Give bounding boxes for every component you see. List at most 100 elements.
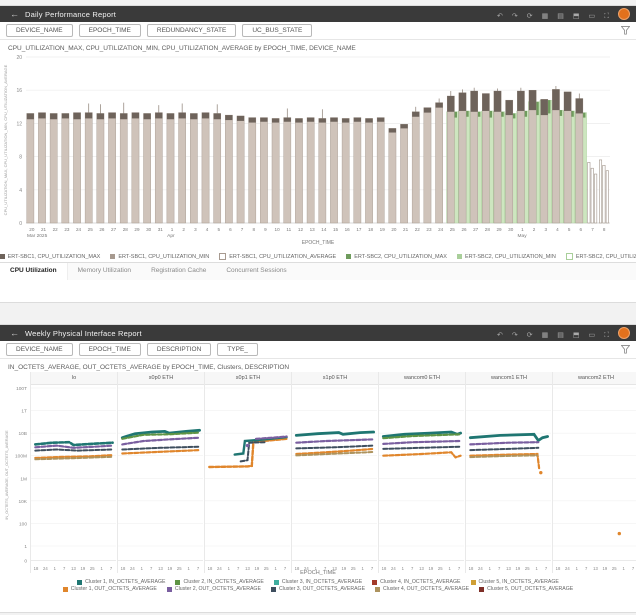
user-avatar[interactable]	[618, 8, 630, 20]
legend-item[interactable]: ERT-SBC1, CPU_UTILIZATION_MIN	[110, 254, 209, 260]
svg-text:24: 24	[76, 227, 82, 232]
filter-funnel-icon[interactable]	[621, 26, 630, 35]
p2-filter-chip-description[interactable]: DESCRIPTION	[146, 343, 212, 356]
trellis-panel-lo[interactable]: lo 18 24 1 7 13 19 25 1 7	[30, 372, 117, 573]
legend-swatch	[0, 254, 5, 259]
trellis-plot[interactable]: 18 24 1 7 13 19 25 1 7	[379, 385, 464, 573]
p1-filter-chip-uc_bus_state[interactable]: UC_BUS_STATE	[242, 24, 313, 37]
svg-text:16: 16	[16, 88, 22, 94]
trellis-column-header: s0p1 ETH	[205, 372, 291, 385]
svg-text:1: 1	[141, 566, 144, 571]
trellis-plot[interactable]: 18 24 1 7 13 19 25 1 7	[31, 385, 116, 573]
legend-item[interactable]: Cluster 4, OUT_OCTETS_AVERAGE	[375, 586, 469, 592]
svg-text:1: 1	[535, 566, 538, 571]
svg-text:24: 24	[565, 566, 570, 571]
svg-text:4: 4	[556, 227, 559, 232]
legend-item[interactable]: Cluster 3, IN_OCTETS_AVERAGE	[273, 579, 362, 585]
expand-icon[interactable]: ⛶	[604, 332, 609, 339]
trellis-panel-wancom2-ETH[interactable]: wancom2 ETH 18 24 1 7 13 19 25 1 7	[552, 372, 636, 573]
p1-filter-chip-redundancy_state[interactable]: REDUNDANCY_STATE	[146, 24, 237, 37]
legend-item[interactable]: ERT-SBC1, CPU_UTILIZATION_MAX	[0, 254, 100, 260]
legend-item[interactable]: Cluster 1, OUT_OCTETS_AVERAGE	[62, 586, 157, 592]
legend-swatch	[346, 254, 352, 259]
svg-text:19: 19	[255, 566, 260, 571]
legend-item-label: ERT-SBC2, CPU_UTILIZATION_MAX	[354, 253, 447, 260]
legend-item[interactable]: ERT-SBC2, CPU_UTILIZATION_MIN	[456, 254, 556, 260]
chart2-x-axis-label: EPOCH_TIME	[300, 570, 336, 576]
legend-swatch	[375, 586, 381, 592]
p2-filter-chip-type_[interactable]: TYPE_	[217, 343, 258, 356]
legend-item[interactable]: Cluster 2, OUT_OCTETS_AVERAGE	[166, 586, 261, 592]
trellis-plot[interactable]: 18 24 1 7 13 19 25 1 7	[466, 385, 551, 573]
legend-item[interactable]: Cluster 2, IN_OCTETS_AVERAGE	[175, 579, 264, 585]
trellis-panel-s0p0-ETH[interactable]: s0p0 ETH 18 24 1 7 13 19 25 1 7	[117, 372, 204, 573]
svg-text:19: 19	[168, 566, 173, 571]
notebook-icon[interactable]: ▤	[557, 332, 564, 339]
svg-text:1: 1	[361, 566, 364, 571]
tab-registration-cache[interactable]: Registration Cache	[151, 267, 207, 274]
tab-memory-utilization[interactable]: Memory Utilization	[77, 267, 132, 274]
tab-concurrent-sessions[interactable]: Concurrent Sessions	[226, 267, 287, 274]
svg-text:7: 7	[284, 566, 287, 571]
p2-filter-chip-epoch_time[interactable]: EPOCH_TIME	[78, 343, 141, 356]
svg-text:1: 1	[576, 566, 579, 571]
svg-text:19: 19	[603, 566, 608, 571]
trellis-plot[interactable]: 18 24 1 7 13 19 25 1 7	[553, 385, 636, 573]
insights-icon[interactable]: ▦	[541, 332, 549, 339]
legend-item[interactable]: Cluster 4, IN_OCTETS_AVERAGE	[372, 579, 461, 585]
svg-text:EPOCH_TIME: EPOCH_TIME	[302, 240, 335, 246]
legend-item[interactable]: Cluster 1, IN_OCTETS_AVERAGE	[77, 579, 165, 585]
tab-cpu-utilization[interactable]: CPU Utilization	[0, 263, 68, 280]
expand-icon[interactable]: ⛶	[604, 13, 609, 20]
svg-text:13: 13	[332, 566, 337, 571]
trellis-panel-s1p0-ETH[interactable]: s1p0 ETH 18 24 1 7 13 19 25 1 7	[291, 372, 378, 573]
refresh-icon[interactable]: ⟳	[526, 13, 533, 20]
undo-icon[interactable]: ↶	[496, 13, 503, 20]
back-icon[interactable]: ←	[10, 328, 19, 338]
legend-item[interactable]: ERT-SBC2, CPU_UTILIZATION_MAX	[346, 254, 447, 260]
undo-icon[interactable]: ↶	[496, 332, 503, 339]
legend-item[interactable]: Cluster 3, OUT_OCTETS_AVERAGE	[270, 586, 365, 592]
svg-text:29: 29	[134, 227, 140, 232]
insights-icon[interactable]: ▦	[541, 13, 549, 20]
export-icon[interactable]: ⬒	[572, 13, 580, 20]
trellis-panel-wancom0-ETH[interactable]: wancom0 ETH 18 24 1 7 13 19 25 1 7	[378, 372, 465, 573]
legend-item[interactable]: Cluster 5, IN_OCTETS_AVERAGE	[470, 579, 559, 585]
back-icon[interactable]: ←	[10, 9, 19, 19]
svg-text:19: 19	[516, 566, 521, 571]
trellis-plot[interactable]: 18 24 1 7 13 19 25 1 7	[205, 385, 290, 573]
svg-text:6: 6	[229, 227, 232, 232]
trellis-plot[interactable]: 18 24 1 7 13 19 25 1 7	[292, 385, 377, 573]
octets-trellis-chart[interactable]: 100T 1T 10B 100M 1M 10K 100 1 0 IN_OCTETS_AVERAGE…	[0, 372, 636, 573]
legend-item[interactable]: ERT-SBC2, CPU_UTILIZATION_AVERAGE	[565, 253, 636, 260]
svg-text:1: 1	[315, 566, 318, 571]
p1-filter-chip-device_name[interactable]: DEVICE_NAME	[6, 24, 73, 37]
legend-item[interactable]: ERT-SBC1, CPU_UTILIZATION_AVERAGE	[219, 253, 336, 260]
redo-icon[interactable]: ↷	[511, 13, 518, 20]
svg-text:IN_OCTETS_AVERAGE, OUT_OCTETS_: IN_OCTETS_AVERAGE, OUT_OCTETS_AVERAGE	[5, 430, 9, 520]
svg-text:13: 13	[593, 566, 598, 571]
filter-funnel-icon[interactable]	[621, 345, 630, 354]
notebook-icon[interactable]: ▤	[557, 13, 564, 20]
trellis-panel-s0p1-ETH[interactable]: s0p1 ETH 18 24 1 7 13 19 25 1 7	[204, 372, 291, 573]
svg-text:24: 24	[478, 566, 483, 571]
present-icon[interactable]: ▭	[588, 13, 596, 20]
trellis-panel-wancom1-ETH[interactable]: wancom1 ETH 18 24 1 7 13 19 25 1 7	[465, 372, 552, 573]
svg-text:1: 1	[489, 566, 492, 571]
p1-filter-chip-epoch_time[interactable]: EPOCH_TIME	[78, 24, 141, 37]
legend-item[interactable]: Cluster 5, OUT_OCTETS_AVERAGE	[479, 586, 573, 592]
svg-text:0: 0	[24, 559, 27, 565]
trellis-plot[interactable]: 18 24 1 7 13 19 25 1 7	[118, 385, 203, 573]
redo-icon[interactable]: ↷	[511, 332, 518, 339]
export-icon[interactable]: ⬒	[572, 332, 580, 339]
user-avatar[interactable]	[618, 327, 630, 339]
legend-row: Cluster 1, OUT_OCTETS_AVERAGE Cluster 2, …	[58, 586, 579, 592]
svg-text:15: 15	[333, 227, 339, 232]
present-icon[interactable]: ▭	[588, 332, 596, 339]
svg-text:7: 7	[371, 566, 374, 571]
svg-text:7: 7	[545, 566, 548, 571]
toolbar-icons: ↶ ↷ ⟳ ▦ ▤ ⬒ ▭ ⛶	[488, 5, 609, 23]
p2-filter-chip-device_name[interactable]: DEVICE_NAME	[6, 343, 73, 356]
refresh-icon[interactable]: ⟳	[526, 332, 533, 339]
